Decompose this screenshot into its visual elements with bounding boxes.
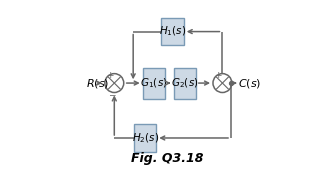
Text: $H_2(s)$: $H_2(s)$ — [132, 131, 159, 145]
Text: $H_1(s)$: $H_1(s)$ — [159, 25, 186, 38]
FancyBboxPatch shape — [134, 124, 156, 152]
Text: $-$: $-$ — [108, 89, 117, 98]
FancyBboxPatch shape — [143, 68, 165, 98]
Text: +: + — [214, 71, 222, 80]
Text: $R(s)$: $R(s)$ — [86, 77, 109, 90]
Text: Fig. Q3.18: Fig. Q3.18 — [131, 152, 204, 165]
Text: $G_1(s)$: $G_1(s)$ — [140, 76, 168, 90]
FancyBboxPatch shape — [161, 18, 184, 45]
Text: +: + — [106, 71, 114, 80]
Text: $C(s)$: $C(s)$ — [238, 77, 261, 90]
FancyBboxPatch shape — [174, 68, 196, 98]
Text: $G_2(s)$: $G_2(s)$ — [171, 76, 198, 90]
